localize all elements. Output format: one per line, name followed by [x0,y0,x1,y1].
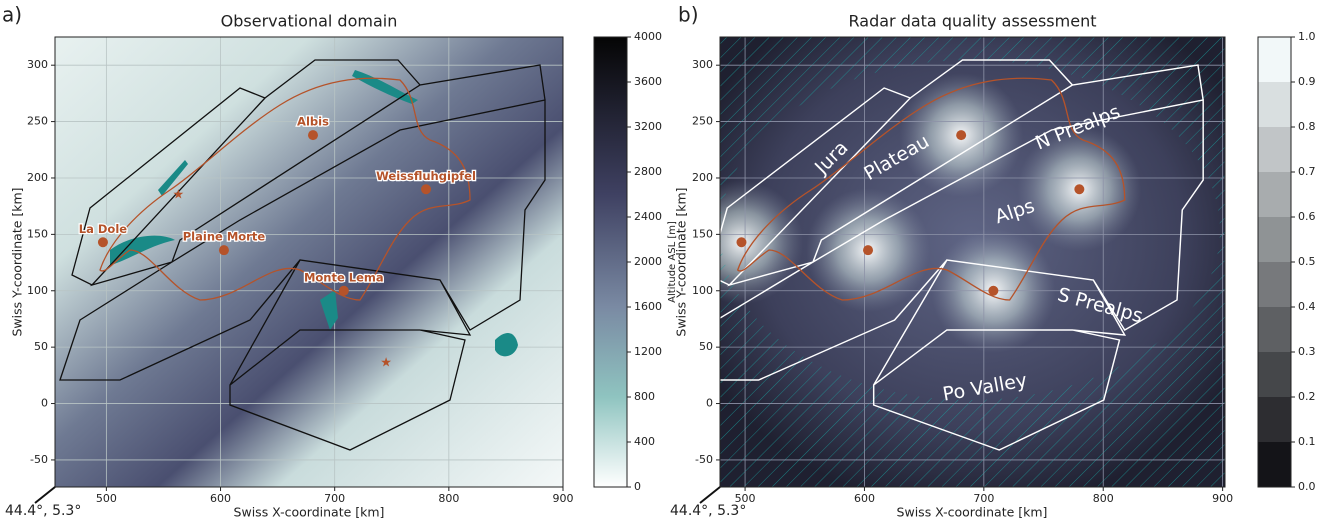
radar-station [956,130,967,141]
colorbar-band [1258,127,1291,172]
colorbar-tick-label: 4000 [634,30,662,43]
domain-outlines [59,59,546,451]
colorbar-band [1258,82,1291,127]
colorbar-band [1258,442,1291,487]
x-tick-label: 900 [553,492,574,505]
colorbar-tick-label: 0.1 [1298,435,1316,448]
axes-frame [54,36,564,488]
radar-station [421,184,432,195]
colorbar-band [1258,352,1291,397]
corner-label: 44.4°, 5.3° [5,503,81,519]
y-tick-label: 300 [692,58,713,71]
panel-label: a) [2,3,22,27]
x-axis-label: Swiss X-coordinate [km] [234,505,385,520]
y-tick-label: 100 [27,284,48,297]
station-label: Albis [297,115,329,129]
y-tick-label: 50 [34,340,48,353]
y-tick-label: -50 [30,453,48,466]
y-tick-label: 50 [699,340,713,353]
map-a: La Dole Plaine Morte Albis Weissfluhgipfel M… [55,37,563,487]
x-tick-label: 800 [1093,492,1114,505]
colorbar-tick-label: 400 [634,435,655,448]
colorbar-tick-label: 0.4 [1298,300,1316,313]
y-tick-label: 150 [27,227,48,240]
x-tick-label: 900 [1212,492,1233,505]
radar-station [338,285,349,296]
colorbar-tick-label: 800 [634,390,655,403]
y-tick-label: 0 [706,397,713,410]
station-label: La Dole [79,222,127,236]
x-tick-label: 700 [324,492,345,505]
colorbar-band [1258,397,1291,442]
corner-tick [699,486,721,504]
colorbar-tick-label: 0.7 [1298,165,1316,178]
x-tick-label: 500 [735,492,756,505]
corner-tick [34,486,56,504]
colorbar-tick-label: 3600 [634,75,662,88]
corner-label: 44.4°, 5.3° [670,503,746,519]
y-tick-label: 250 [27,115,48,128]
colorbar-label: Altitude ASL [m] [667,221,678,303]
map-b: Jura Plateau N Prealps Alps S Prealps Po… [720,37,1225,487]
colorbar-tick-label: 0.6 [1298,210,1316,223]
colorbar-tick-label: 0 [634,480,641,493]
colorbar-tick-label: 0.0 [1298,480,1316,493]
colorbar-band [1258,262,1291,307]
y-axis-label: Swiss Y-coordinate [km] [10,187,25,336]
radar-station [1074,184,1085,195]
x-tick-label: 500 [96,492,117,505]
colorbar [594,37,627,487]
x-axis-label: Swiss X-coordinate [km] [897,505,1048,520]
colorbar-tick-label: 0.5 [1298,255,1316,268]
panel-label: b) [678,3,699,27]
radar-station [863,245,874,256]
colorbar-tick-label: 2800 [634,165,662,178]
y-tick-label: 300 [27,58,48,71]
radar-station [736,237,747,248]
hatching [720,37,1225,487]
star-marker: ★ [380,355,392,370]
colorbar-tick-label: 2000 [634,255,662,268]
y-tick-label: 0 [41,397,48,410]
colorbar-band [1258,37,1291,82]
colorbar-tick-label: 0.8 [1298,120,1316,133]
radar-station [988,285,999,296]
colorbar-tick-label: 0.2 [1298,390,1316,403]
swiss-border [99,77,471,301]
x-tick-label: 600 [210,492,231,505]
radar-station [97,237,108,248]
colorbar-tick-label: 1600 [634,300,662,313]
station-label: Monte Lema [304,270,384,284]
y-tick-label: 200 [27,171,48,184]
colorbar-band [1258,172,1291,217]
colorbar-tick-label: 1.0 [1298,30,1316,43]
y-tick-label: -50 [695,453,713,466]
y-tick-label: 100 [692,284,713,297]
x-tick-label: 700 [973,492,994,505]
y-tick-label: 150 [692,227,713,240]
y-axis-label: Swiss Y-coordinate [km] [674,187,689,336]
y-tick-label: 200 [692,171,713,184]
star-marker: ★ [172,187,184,202]
radar-station [307,130,318,141]
colorbar-band [1258,307,1291,352]
y-tick-label: 250 [692,115,713,128]
radar-station [218,245,229,256]
x-tick-label: 800 [438,492,459,505]
terrain [55,37,563,487]
colorbar-tick-label: 0.3 [1298,345,1316,358]
colorbar-tick-label: 2400 [634,210,662,223]
colorbar-tick-label: 3200 [634,120,662,133]
colorbar-tick-label: 1200 [634,345,662,358]
colorbar-band [1258,217,1291,262]
x-tick-label: 600 [854,492,875,505]
colorbar-tick-label: 0.9 [1298,75,1316,88]
station-label: Weissfluhgipfel [376,169,476,183]
panel-title: Radar data quality assessment [849,12,1097,31]
axes-frame [719,36,1226,488]
panel-title: Observational domain [221,12,398,31]
station-label: Plaine Morte [183,230,266,244]
